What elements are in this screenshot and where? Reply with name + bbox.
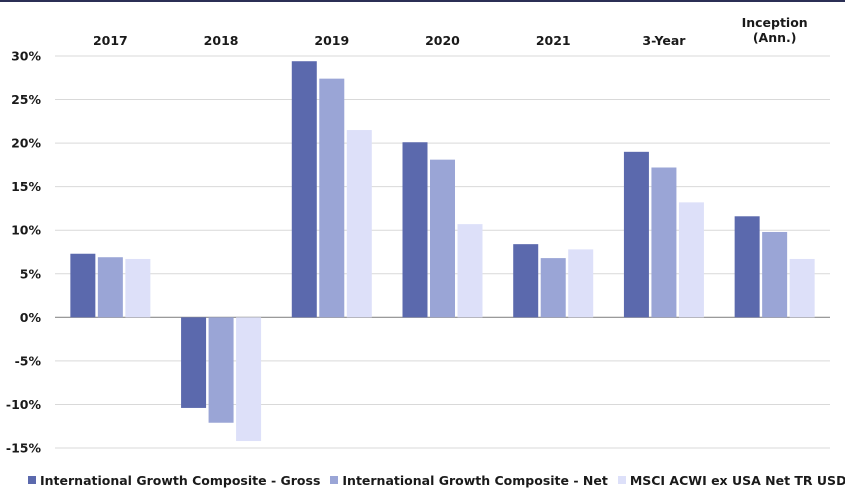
- category-label: 2019: [314, 33, 349, 48]
- bar-benchmark: [236, 317, 262, 442]
- y-tick-label: 15%: [11, 179, 41, 194]
- y-tick-label: 0%: [20, 310, 42, 325]
- category-label: 3-Year: [642, 33, 686, 48]
- y-tick-label: -15%: [6, 441, 42, 456]
- bar-net: [762, 231, 788, 318]
- chart-legend: International Growth Composite - Gross In…: [28, 471, 845, 489]
- category-label: (Ann.): [753, 30, 797, 45]
- bar-net: [430, 159, 455, 318]
- bar-net: [540, 258, 566, 318]
- legend-item: International Growth Composite - Net: [330, 472, 608, 488]
- bar-gross: [734, 216, 760, 318]
- bar-net: [651, 167, 677, 318]
- category-label: 2021: [536, 33, 571, 48]
- legend-item: MSCI ACWI ex USA Net TR USD: [617, 472, 845, 488]
- bar-benchmark: [678, 202, 704, 318]
- bar-net: [208, 317, 234, 423]
- top-rule: [0, 0, 845, 2]
- bar-benchmark: [457, 224, 483, 318]
- y-tick-label: 30%: [11, 49, 41, 64]
- bar-benchmark: [125, 258, 151, 318]
- bar-gross: [70, 253, 96, 318]
- category-label: 2017: [93, 33, 128, 48]
- y-tick-label: 10%: [11, 223, 41, 238]
- category-label: Inception: [742, 15, 808, 30]
- legend-swatch: [330, 476, 339, 484]
- category-label: 2020: [425, 33, 460, 48]
- legend-label: International Growth Composite - Gross: [40, 472, 321, 488]
- bar-net: [319, 78, 345, 318]
- legend-swatch: [28, 476, 36, 484]
- legend-item: International Growth Composite - Gross: [28, 473, 320, 488]
- y-tick-label: 5%: [20, 266, 42, 281]
- y-tick-label: 25%: [11, 92, 41, 107]
- y-tick-label: -5%: [15, 353, 42, 368]
- category-label: 2018: [204, 33, 239, 48]
- bar-benchmark: [346, 130, 372, 318]
- bar-benchmark: [789, 258, 815, 318]
- y-tick-label: -10%: [6, 397, 42, 412]
- legend-label: International Growth Composite - Net: [342, 472, 608, 488]
- y-tick-label: 20%: [11, 136, 41, 151]
- bar-gross: [513, 244, 539, 318]
- legend-swatch: [617, 476, 626, 484]
- bar-gross: [623, 151, 649, 318]
- bar-gross: [402, 142, 428, 318]
- bar-gross: [291, 61, 317, 318]
- bar-net: [97, 257, 123, 318]
- bar-gross: [181, 317, 207, 408]
- legend-label: MSCI ACWI ex USA Net TR USD: [629, 472, 845, 488]
- bar-benchmark: [568, 249, 594, 318]
